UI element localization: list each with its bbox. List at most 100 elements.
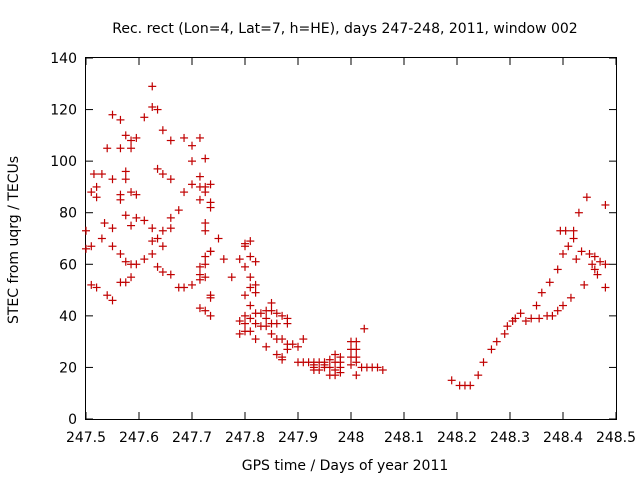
data-point bbox=[103, 144, 112, 153]
data-point bbox=[294, 342, 302, 351]
data-point bbox=[166, 175, 175, 184]
data-point bbox=[195, 275, 204, 284]
data-point bbox=[188, 157, 196, 166]
data-point bbox=[246, 283, 255, 292]
data-point bbox=[278, 355, 287, 364]
x-tick-label: 248.1 bbox=[384, 430, 424, 446]
x-tick-label: 248.5 bbox=[596, 430, 636, 446]
data-point bbox=[246, 237, 255, 246]
data-point bbox=[100, 219, 109, 228]
data-point bbox=[132, 213, 141, 222]
data-point bbox=[97, 170, 106, 179]
data-point bbox=[466, 381, 475, 390]
data-point bbox=[331, 371, 340, 380]
data-point bbox=[262, 322, 271, 331]
data-point bbox=[278, 335, 287, 344]
data-point bbox=[140, 113, 149, 122]
data-point bbox=[148, 237, 157, 246]
data-point bbox=[572, 255, 581, 264]
data-point bbox=[278, 311, 287, 320]
data-point bbox=[121, 257, 130, 266]
data-point bbox=[180, 133, 189, 142]
data-point bbox=[585, 249, 594, 258]
data-point bbox=[378, 366, 387, 375]
data-point bbox=[227, 273, 236, 282]
data-point bbox=[235, 255, 244, 264]
data-point bbox=[262, 342, 271, 351]
data-point bbox=[500, 329, 509, 338]
data-point bbox=[246, 301, 255, 310]
data-point bbox=[347, 360, 355, 369]
x-tick-label: 248.2 bbox=[437, 430, 477, 446]
data-point bbox=[487, 345, 496, 354]
data-point bbox=[545, 278, 554, 287]
y-tick-label: 60 bbox=[59, 257, 77, 273]
y-tick-label: 40 bbox=[59, 309, 77, 325]
data-point bbox=[188, 180, 196, 189]
data-point bbox=[116, 195, 125, 204]
data-point bbox=[158, 226, 167, 235]
data-point bbox=[577, 247, 586, 256]
data-point bbox=[219, 255, 228, 264]
data-point bbox=[108, 296, 117, 305]
data-point bbox=[132, 190, 141, 199]
data-point bbox=[352, 358, 361, 367]
data-point bbox=[262, 314, 271, 323]
chart-title: Rec. rect (Lon=4, Lat=7, h=HE), days 247… bbox=[112, 21, 577, 37]
x-tick-label: 247.5 bbox=[66, 430, 106, 446]
data-point bbox=[569, 226, 578, 235]
data-point bbox=[201, 154, 210, 163]
data-point bbox=[288, 340, 297, 349]
data-point bbox=[251, 257, 260, 266]
data-point bbox=[447, 376, 456, 385]
data-point bbox=[92, 193, 101, 202]
data-point bbox=[188, 141, 196, 150]
data-point bbox=[582, 193, 591, 202]
data-point bbox=[535, 314, 544, 323]
data-point bbox=[116, 144, 125, 153]
data-point bbox=[352, 337, 361, 346]
data-point bbox=[566, 293, 575, 302]
data-point bbox=[180, 283, 189, 292]
y-tick-label: 120 bbox=[50, 103, 77, 119]
data-point bbox=[108, 224, 117, 233]
data-point bbox=[121, 211, 130, 220]
data-point bbox=[180, 188, 189, 197]
data-point bbox=[166, 213, 175, 222]
data-point bbox=[92, 182, 101, 191]
data-point bbox=[148, 224, 157, 233]
data-point bbox=[283, 345, 292, 354]
data-point bbox=[195, 262, 204, 271]
data-point bbox=[527, 314, 536, 323]
data-point bbox=[127, 144, 136, 153]
data-point bbox=[82, 226, 90, 235]
data-point bbox=[553, 265, 562, 274]
data-point bbox=[158, 170, 167, 179]
data-point bbox=[121, 175, 130, 184]
data-point bbox=[256, 309, 265, 318]
data-point bbox=[87, 242, 96, 251]
x-tick-label: 248.3 bbox=[490, 430, 530, 446]
data-point bbox=[574, 208, 583, 217]
data-point bbox=[559, 249, 567, 258]
data-point bbox=[174, 206, 183, 215]
data-point bbox=[206, 247, 215, 256]
data-point bbox=[503, 322, 512, 331]
data-point bbox=[82, 244, 90, 253]
x-tick-label: 248 bbox=[338, 430, 365, 446]
data-point bbox=[559, 301, 567, 310]
data-point bbox=[153, 262, 162, 271]
data-point bbox=[153, 164, 162, 173]
data-point bbox=[201, 260, 210, 269]
data-point bbox=[132, 260, 141, 269]
data-points bbox=[82, 82, 610, 390]
data-point bbox=[246, 252, 255, 261]
data-point bbox=[121, 167, 130, 176]
data-point bbox=[195, 172, 204, 181]
data-point bbox=[148, 102, 157, 111]
x-tick-label: 247.9 bbox=[278, 430, 318, 446]
data-point bbox=[166, 270, 175, 279]
data-point bbox=[206, 311, 215, 320]
data-point bbox=[537, 288, 546, 297]
data-point bbox=[246, 314, 255, 323]
